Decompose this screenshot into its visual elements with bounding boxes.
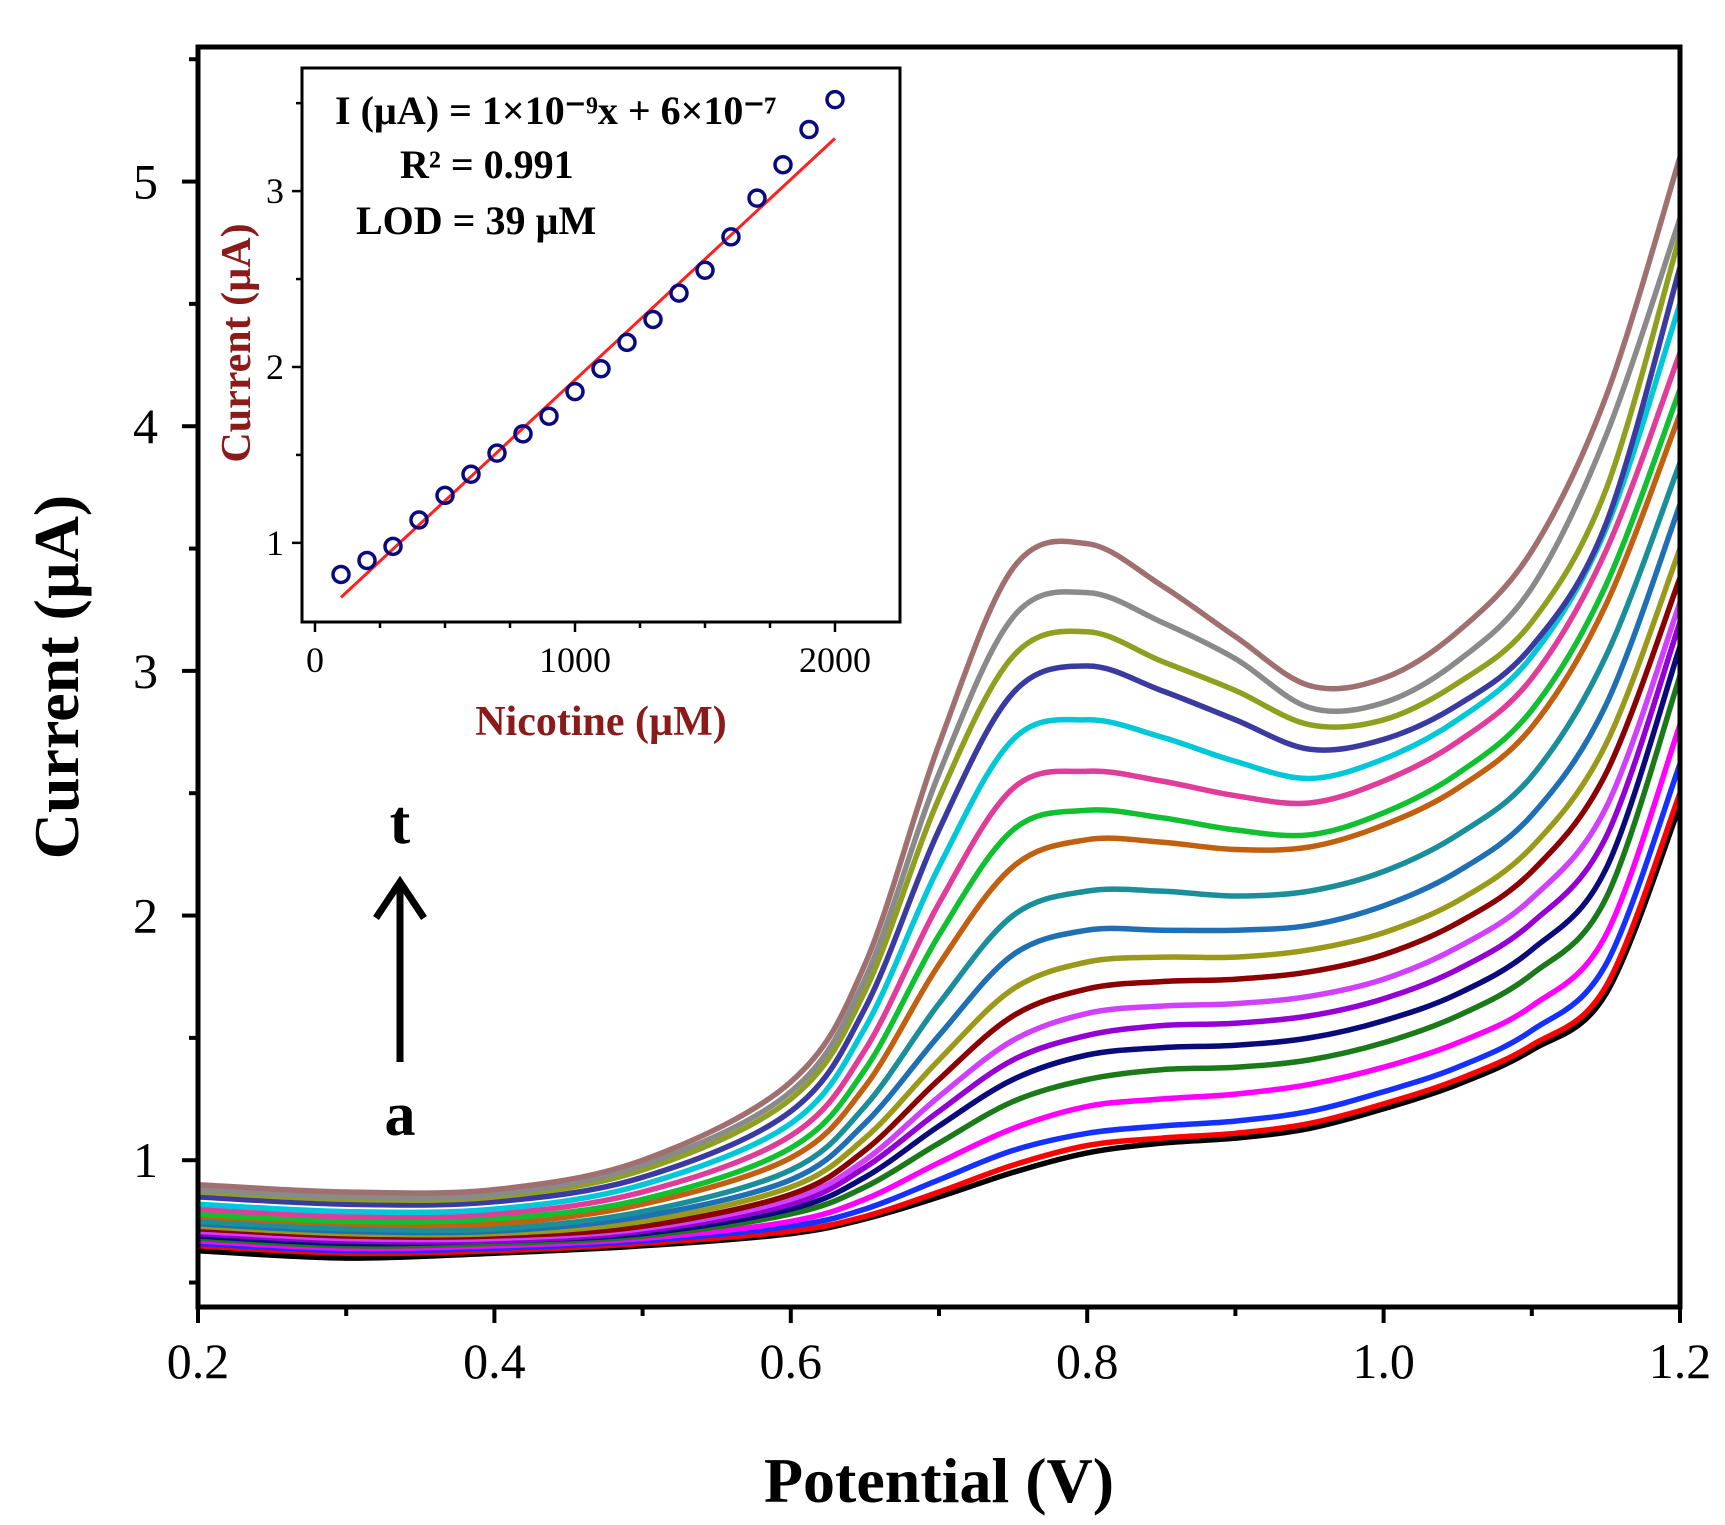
curve-i: [197, 576, 1683, 1240]
curve-q: [197, 266, 1683, 1208]
inset-x-axis-title: Nicotine (µM): [475, 699, 727, 745]
x-axis-title: Potential (V): [764, 1445, 1114, 1516]
curve-m: [197, 413, 1683, 1229]
main-tick-labels-group: 0.2 0.4 0.6 0.8 1.0 1.2 1 2 3 4 5: [133, 154, 1711, 1389]
inset-data-point: [513, 424, 533, 444]
inset-data-point: [487, 443, 507, 463]
y-tick-label: 5: [133, 154, 158, 210]
inset-data-point: [747, 188, 767, 208]
inset-plot-frame: [300, 66, 902, 624]
inset-y-tick-label: 3: [266, 171, 284, 211]
inset-data-point: [643, 309, 663, 330]
inset-data-point: [539, 406, 559, 426]
inset-data-point: [799, 119, 819, 140]
x-tick-label: 0.8: [1056, 1333, 1119, 1389]
inset-data-point: [383, 536, 403, 557]
inset-points-group: [331, 89, 845, 585]
curve-label-a: a: [385, 1081, 416, 1149]
inset-fit-equation: I (µA) = 1×10⁻⁹x + 6×10⁻⁷: [335, 88, 777, 133]
x-tick-label: 0.2: [167, 1333, 230, 1389]
inset-data-point: [409, 510, 429, 530]
y-tick-label: 2: [133, 888, 158, 944]
inset-data-point: [773, 154, 793, 175]
curve-n: [197, 388, 1683, 1225]
curve-l: [197, 461, 1683, 1234]
inset-y-tick-label: 2: [266, 347, 284, 387]
main-curves-group: [197, 156, 1683, 1261]
inset-data-point: [825, 89, 845, 110]
inset-x-tick-label: 0: [306, 640, 324, 680]
x-tick-label: 0.4: [463, 1333, 526, 1389]
inset-y-tick-label: 1: [266, 523, 284, 563]
x-tick-label: 1.0: [1352, 1333, 1415, 1389]
y-tick-label: 3: [133, 643, 158, 699]
y-axis-title: Current (µA): [21, 495, 92, 860]
inset-x-tick-label: 1000: [539, 640, 611, 680]
inset-fit-line: [339, 137, 837, 599]
inset-data-point: [331, 564, 351, 585]
x-tick-label: 0.6: [760, 1333, 823, 1389]
increase-arrow-icon: [373, 875, 427, 920]
inset-r-squared: R² = 0.991: [400, 142, 574, 187]
inset-data-point: [435, 485, 455, 506]
inset-lod: LOD = 39 µM: [356, 198, 596, 243]
inset-ticks-group: [292, 101, 837, 632]
curve-s: [197, 217, 1683, 1201]
inset-data-point: [695, 260, 715, 281]
inset-y-axis-title: Current (µA): [214, 223, 260, 462]
inset-x-tick-label: 2000: [799, 640, 871, 680]
curve-k: [197, 503, 1683, 1236]
inset-data-point: [669, 283, 689, 303]
inset-data-point: [617, 332, 637, 353]
inset-data-point: [591, 358, 611, 379]
y-tick-label: 4: [133, 398, 158, 454]
inset-data-point: [565, 381, 585, 402]
main-ticks-group: [182, 57, 1682, 1323]
curve-label-t: t: [390, 789, 411, 857]
curve-t: [197, 156, 1683, 1196]
y-tick-label: 1: [133, 1132, 158, 1188]
inset-data-point: [461, 464, 481, 485]
inset-fit-line-group: [339, 137, 837, 599]
curve-r: [197, 234, 1683, 1204]
inset-data-point: [357, 550, 377, 571]
inset-background: [302, 68, 900, 622]
curve-j: [197, 547, 1683, 1238]
inset-data-point: [721, 227, 741, 247]
curve-o: [197, 351, 1683, 1220]
inset-tick-labels-group: 0 1000 2000 1 2 3: [266, 171, 871, 680]
curve-p: [197, 303, 1683, 1216]
x-tick-label: 1.2: [1649, 1333, 1712, 1389]
